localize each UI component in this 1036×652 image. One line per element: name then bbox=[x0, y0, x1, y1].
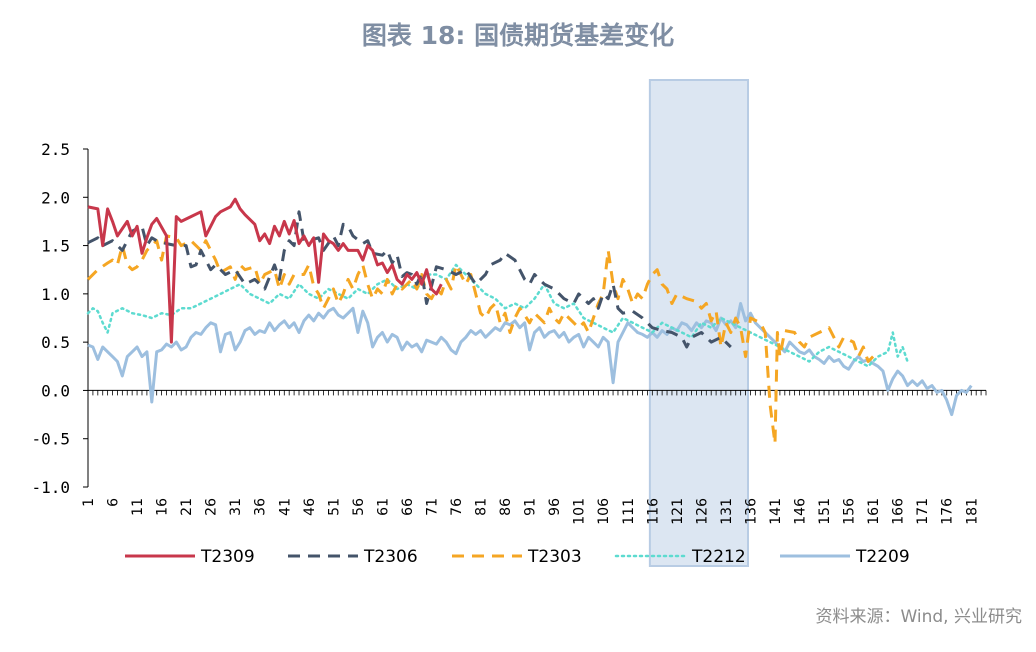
legend-label-t2209: T2209 bbox=[855, 547, 910, 567]
y-tick-label: 0.5 bbox=[41, 333, 70, 352]
x-tick-label: 26 bbox=[204, 498, 220, 516]
x-tick-label: 136 bbox=[743, 498, 759, 525]
legend: T2309 T2306 T2303 T2212 T2209 bbox=[125, 547, 910, 567]
legend-label-t2303: T2303 bbox=[527, 547, 582, 567]
x-tick-label: 86 bbox=[498, 498, 514, 516]
series-line-t2209 bbox=[87, 302, 973, 417]
basis-line-chart: 2.52.01.51.00.50.0-0.5-1.01 6 11 16 21 26 31 36… bbox=[31, 79, 987, 567]
x-tick-label: 116 bbox=[645, 498, 661, 525]
x-tick-label: 56 bbox=[351, 498, 367, 516]
source-note: 资料来源：Wind, 兴业研究 bbox=[815, 607, 1022, 627]
x-tick-label: 76 bbox=[449, 498, 465, 516]
chart-title: 图表 18: 国债期货基差变化 bbox=[361, 21, 675, 50]
legend-label-t2212: T2212 bbox=[691, 547, 746, 567]
x-tick-label: 71 bbox=[424, 498, 440, 516]
x-tick-label: 16 bbox=[155, 498, 171, 516]
x-tick-label: 96 bbox=[547, 498, 563, 516]
x-tick-label: 91 bbox=[523, 498, 539, 516]
x-tick-label: 121 bbox=[670, 498, 686, 525]
x-tick-label: 151 bbox=[817, 498, 833, 525]
x-tick-label: 66 bbox=[400, 498, 416, 516]
x-tick-label: 181 bbox=[964, 498, 980, 525]
y-tick-label: 0.0 bbox=[41, 381, 70, 400]
x-tick-label: 141 bbox=[768, 498, 784, 525]
series-line-t2309 bbox=[87, 197, 443, 344]
series-line-t2303 bbox=[86, 234, 875, 445]
series-line-t2306 bbox=[87, 210, 732, 349]
x-tick-label: 36 bbox=[253, 498, 269, 516]
x-tick-label: 131 bbox=[719, 498, 735, 525]
y-tick-label: 2.0 bbox=[41, 188, 70, 207]
x-tick-label: 41 bbox=[277, 498, 293, 516]
y-tick-label: 1.5 bbox=[41, 237, 70, 256]
x-tick-label: 106 bbox=[596, 498, 612, 525]
series-lines bbox=[86, 197, 973, 445]
x-tick-label: 21 bbox=[179, 498, 195, 516]
x-tick-label: 146 bbox=[793, 498, 809, 525]
series-line-t2212 bbox=[86, 263, 909, 368]
x-tick-label: 156 bbox=[842, 498, 858, 525]
x-tick-label: 1 bbox=[81, 498, 97, 507]
x-tick-label: 31 bbox=[228, 498, 244, 516]
x-tick-label: 46 bbox=[302, 498, 318, 516]
axes: 2.52.01.51.00.50.0-0.5-1.01 6 11 16 21 26 31 36… bbox=[31, 140, 987, 525]
y-tick-label: 1.0 bbox=[41, 285, 70, 304]
x-tick-label: 166 bbox=[891, 498, 907, 525]
y-tick-label: -1.0 bbox=[31, 478, 70, 497]
x-tick-label: 171 bbox=[915, 498, 931, 525]
x-tick-label: 161 bbox=[866, 498, 882, 525]
y-tick-label: 2.5 bbox=[41, 140, 70, 159]
x-tick-label: 11 bbox=[130, 498, 146, 516]
x-tick-label: 6 bbox=[106, 498, 122, 507]
legend-label-t2309: T2309 bbox=[200, 547, 255, 567]
x-tick-label: 101 bbox=[572, 498, 588, 525]
x-tick-label: 81 bbox=[474, 498, 490, 516]
x-tick-label: 111 bbox=[621, 498, 637, 525]
x-tick-label: 51 bbox=[326, 498, 342, 516]
x-tick-label: 126 bbox=[694, 498, 710, 525]
y-tick-label: -0.5 bbox=[31, 430, 70, 449]
x-tick-label: 61 bbox=[375, 498, 391, 516]
x-tick-label: 176 bbox=[940, 498, 956, 525]
legend-label-t2306: T2306 bbox=[363, 547, 418, 567]
